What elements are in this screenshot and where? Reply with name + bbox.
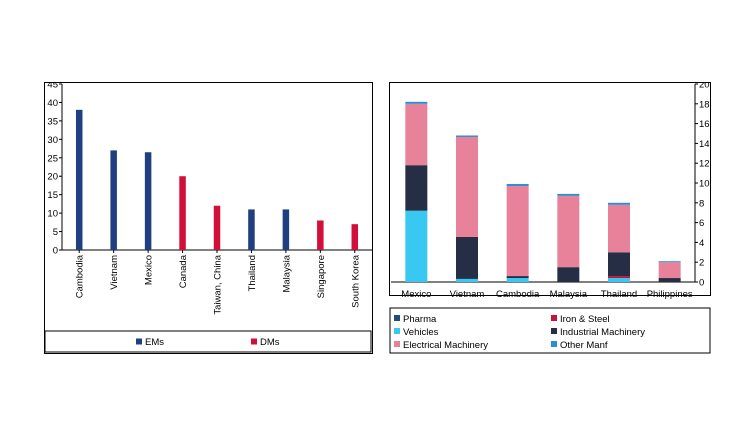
right-x-tick-label: Vietnam — [450, 289, 485, 300]
left-x-tick-label: Thailand — [247, 255, 258, 291]
left-y-tick-label: 10 — [47, 209, 58, 220]
legend-label-other-manf: Other Manf — [560, 340, 608, 351]
bar-cambodia-vehicles — [506, 278, 529, 282]
left-y-tick-label: 25 — [47, 153, 58, 164]
left-y-tick-label: 20 — [47, 172, 58, 183]
left-bar-malaysia — [282, 209, 290, 250]
legend-label-electrical-machinery: Electrical Machinery — [403, 340, 488, 351]
right-x-tick-label: Mexico — [401, 289, 431, 300]
right-y-tick-label: 16 — [699, 119, 710, 130]
left-bar-south-korea — [351, 224, 359, 250]
left-bar-canada — [179, 176, 186, 250]
left-x-tick-label: Cambodia — [75, 254, 86, 298]
right-y-tick-label: 10 — [699, 179, 710, 190]
right-y-tick-label: 2 — [699, 258, 704, 269]
left-x-tick-label: Singapore — [316, 255, 327, 298]
bar-philippines-industrial-machinery — [658, 278, 681, 282]
left-y-tick-label: 0 — [53, 246, 58, 257]
left-y-tick-label: 35 — [47, 116, 58, 127]
left-y-tick-label: 45 — [47, 82, 58, 91]
legend-swatch-ems — [136, 338, 142, 345]
bar-malaysia-electrical-machinery — [557, 195, 580, 268]
bar-vietnam-electrical-machinery — [456, 136, 478, 237]
right-x-tick-label: Thailand — [601, 289, 637, 300]
right-chart-panel: 0 2 4 6 8 10 12 14 16 18 20 Mexico Vietnam Cambodia Ma… — [389, 82, 711, 354]
right-x-tick-label: Malaysia — [550, 289, 588, 300]
right-y-tick-label: 20 — [699, 82, 710, 91]
right-y-tick-label: 12 — [699, 159, 710, 170]
bar-mexico-vehicles — [405, 210, 428, 282]
right-chart-frame — [389, 82, 711, 296]
right-y-tick-label: 4 — [699, 238, 704, 249]
legend-swatch-dms — [251, 338, 257, 345]
right-y-tick-label: 18 — [699, 99, 710, 110]
left-x-tick-label: South Korea — [350, 254, 361, 308]
legend-swatch-electrical-machinery — [394, 341, 400, 347]
legend-swatch-iron-steel — [551, 315, 557, 321]
legend-swatch-other-manf — [551, 341, 557, 347]
legend-swatch-vehicles — [394, 328, 400, 334]
bar-cambodia-electrical-machinery — [506, 185, 529, 277]
left-bar-thailand — [248, 209, 255, 250]
bar-cambodia-other-manf — [506, 183, 529, 186]
bar-philippines-electrical-machinery — [658, 262, 681, 279]
legend-label-industrial-machinery: Industrial Machinery — [560, 327, 645, 338]
left-chart-frame — [44, 82, 373, 354]
bar-vietnam-industrial-machinery — [456, 236, 478, 279]
legend-label-pharma: Pharma — [403, 314, 437, 325]
left-x-tick-label: Vietnam — [109, 255, 120, 290]
legend-label-dms: DMs — [260, 337, 280, 348]
legend-label-vehicles: Vehicles — [403, 327, 439, 338]
bar-cambodia-industrial-machinery — [506, 276, 529, 279]
left-x-tick-label: Mexico — [144, 255, 155, 285]
right-stacked-bar-chart: 0 2 4 6 8 10 12 14 16 18 20 Mexico Vietnam Cambodia Ma… — [389, 82, 711, 354]
bar-mexico-other-manf — [405, 101, 428, 104]
bar-mexico-industrial-machinery — [405, 165, 428, 211]
left-y-tick-label: 30 — [47, 135, 58, 146]
left-bar-taiwan-china — [213, 205, 221, 250]
left-chart-panel: 0 5 10 15 20 25 30 35 40 45 Cambodia Vietnam Mexico C… — [44, 82, 373, 354]
legend-label-ems: EMs — [145, 337, 164, 348]
bar-thailand-vehicles — [608, 278, 630, 282]
right-legend-box — [389, 307, 711, 354]
right-x-tick-label: Philippines — [647, 289, 693, 300]
bar-thailand-other-manf — [608, 202, 630, 205]
left-legend-box — [44, 330, 372, 353]
legend-label-iron-steel: Iron & Steel — [560, 314, 610, 325]
left-x-tick-label: Malaysia — [281, 254, 292, 292]
bar-mexico-electrical-machinery — [405, 103, 428, 166]
right-y-tick-label: 14 — [699, 139, 710, 150]
bar-thailand-industrial-machinery — [608, 252, 630, 277]
bar-thailand-electrical-machinery — [608, 204, 630, 253]
left-bar-singapore — [317, 220, 324, 250]
right-y-tick-label: 8 — [699, 198, 704, 209]
bar-malaysia-other-manf — [557, 193, 580, 196]
legend-swatch-pharma — [394, 315, 400, 321]
bar-vietnam-vehicles — [456, 279, 478, 282]
right-y-tick-label: 0 — [699, 278, 704, 289]
bar-philippines-other-manf — [658, 261, 681, 263]
left-bar-chart: 0 5 10 15 20 25 30 35 40 45 Cambodia Vietnam Mexico C… — [44, 82, 373, 354]
left-x-tick-label: Taiwan, China — [213, 254, 224, 314]
legend-swatch-industrial-machinery — [551, 328, 557, 334]
left-x-tick-label: Canada — [178, 254, 189, 288]
left-bar-vietnam — [110, 150, 117, 250]
left-bar-mexico — [144, 152, 152, 250]
bar-malaysia-industrial-machinery — [557, 267, 580, 282]
left-y-tick-label: 40 — [47, 98, 58, 109]
left-y-tick-label: 5 — [53, 227, 58, 238]
left-y-tick-label: 15 — [47, 190, 58, 201]
bar-thailand-iron-steel — [608, 276, 630, 279]
right-x-tick-label: Cambodia — [496, 289, 540, 300]
right-y-tick-label: 6 — [699, 218, 704, 229]
left-bar-cambodia — [75, 109, 83, 250]
bar-vietnam-other-manf — [456, 135, 478, 137]
